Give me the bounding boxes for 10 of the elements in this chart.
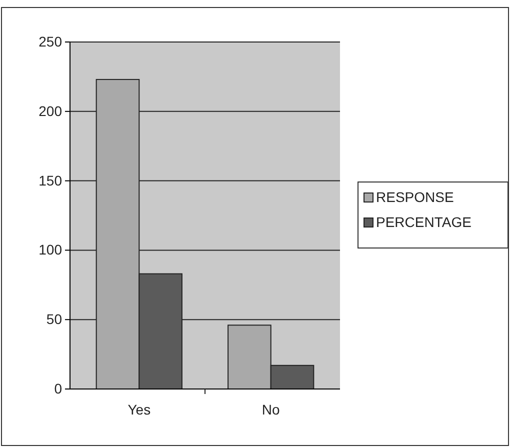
y-tick-label: 0	[54, 380, 62, 396]
y-tick-label: 50	[46, 311, 62, 328]
y-tick-label: 100	[38, 242, 62, 258]
y-tick-label: 200	[38, 102, 62, 119]
legend-label: RESPONSE	[376, 189, 454, 205]
x-tick-label: Yes	[128, 401, 151, 418]
y-tick-label: 250	[38, 33, 62, 50]
legend-label: PERCENTAGE	[376, 214, 472, 230]
x-tick-label: No	[262, 401, 280, 418]
y-tick-label: 150	[38, 172, 62, 188]
